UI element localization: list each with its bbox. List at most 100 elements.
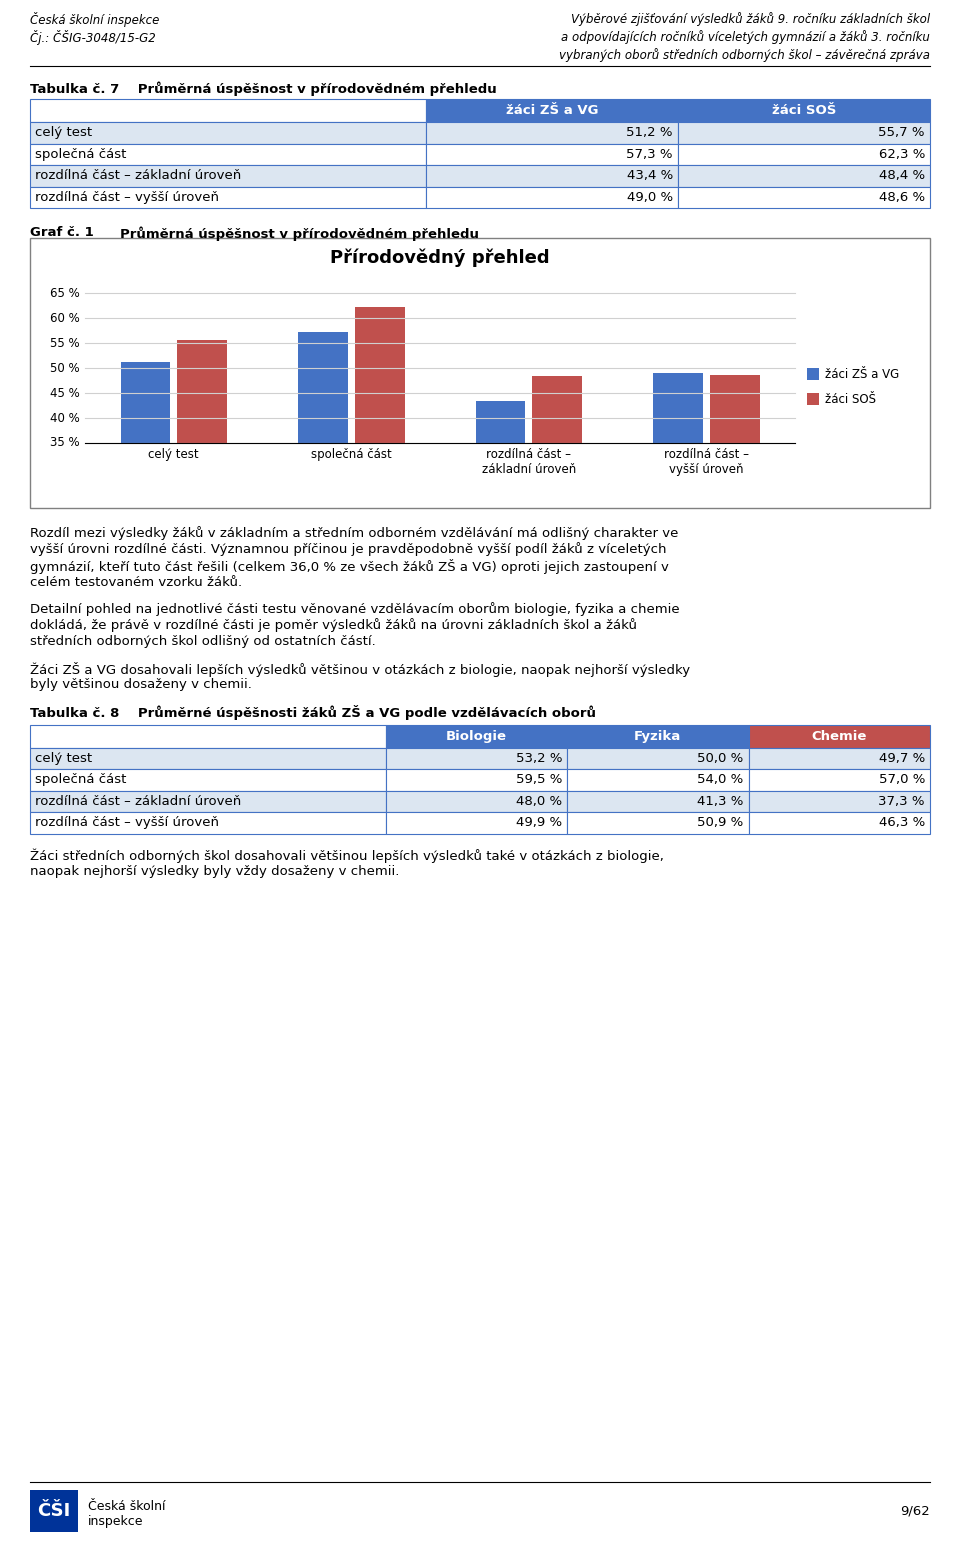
Text: Žáci ZŠ a VG dosahovali lepších výsledků většinou v otázkách z biologie, naopak : Žáci ZŠ a VG dosahovali lepších výsledků… — [30, 662, 690, 676]
Text: 49,0 %: 49,0 % — [627, 190, 673, 204]
Text: rozdílná část – základní úroveň: rozdílná část – základní úroveň — [35, 795, 241, 808]
Bar — [678, 166, 930, 187]
Bar — [567, 724, 749, 747]
Text: 50,9 %: 50,9 % — [697, 817, 743, 829]
Text: 49,7 %: 49,7 % — [878, 752, 925, 764]
Text: celý test: celý test — [35, 127, 92, 139]
Bar — [567, 791, 749, 812]
Text: Výběrové zjišťování výsledků žáků 9. ročníku základních škol: Výběrové zjišťování výsledků žáků 9. roč… — [571, 12, 930, 26]
Text: základní úroveň: základní úroveň — [482, 463, 576, 476]
Bar — [30, 187, 426, 207]
Bar — [386, 769, 567, 791]
Text: Průměrná úspěšnost v přírodovědném přehledu: Průměrná úspěšnost v přírodovědném přehl… — [120, 226, 479, 241]
Text: Rozdíl mezi výsledky žáků v základním a středním odborném vzdělávání má odlišný : Rozdíl mezi výsledky žáků v základním a … — [30, 526, 679, 540]
Text: Česká školní: Česká školní — [88, 1501, 165, 1513]
Text: 35 %: 35 % — [50, 436, 80, 450]
Bar — [678, 122, 930, 144]
Bar — [749, 747, 930, 769]
Text: Tabulka č. 8    Průměrné úspěšnosti žáků ZŠ a VG podle vzdělávacích oborů: Tabulka č. 8 Průměrné úspěšnosti žáků ZŠ… — [30, 704, 596, 719]
Bar — [749, 812, 930, 834]
Text: Fyzika: Fyzika — [635, 730, 682, 743]
Bar — [567, 747, 749, 769]
Text: 65 %: 65 % — [50, 286, 80, 300]
Text: vyšší úroveň: vyšší úroveň — [669, 463, 743, 476]
Text: ČŠI: ČŠI — [37, 1502, 71, 1521]
Bar — [30, 122, 426, 144]
Text: 37,3 %: 37,3 % — [878, 795, 925, 808]
Bar — [653, 373, 703, 442]
Text: společná část: společná část — [311, 449, 392, 461]
Text: rozdílná část –: rozdílná část – — [487, 449, 571, 461]
Text: Graf č. 1: Graf č. 1 — [30, 226, 94, 238]
Bar — [567, 812, 749, 834]
Bar — [807, 368, 819, 381]
Text: 62,3 %: 62,3 % — [878, 149, 925, 161]
Bar — [30, 238, 930, 507]
Text: společná část: společná část — [35, 774, 127, 786]
Text: 49,9 %: 49,9 % — [516, 817, 562, 829]
Bar — [567, 769, 749, 791]
Bar — [709, 374, 759, 442]
Bar — [749, 769, 930, 791]
Bar — [678, 144, 930, 166]
Text: 48,0 %: 48,0 % — [516, 795, 562, 808]
Bar — [532, 376, 582, 442]
Text: Čj.: ČŠIG-3048/15-G2: Čj.: ČŠIG-3048/15-G2 — [30, 29, 156, 45]
Bar — [355, 306, 404, 442]
Bar — [426, 122, 678, 144]
Text: vybraných oborů středních odborných škol – závěrečná zpráva: vybraných oborů středních odborných škol… — [559, 48, 930, 62]
Text: celém testovaném vzorku žáků.: celém testovaném vzorku žáků. — [30, 575, 242, 588]
Text: 45 %: 45 % — [50, 387, 80, 399]
Text: 50,0 %: 50,0 % — [697, 752, 743, 764]
Text: Žáci středních odborných škol dosahovali většinou lepších výsledků také v otázká: Žáci středních odborných škol dosahovali… — [30, 848, 664, 863]
Text: 51,2 %: 51,2 % — [627, 127, 673, 139]
Text: dokládá, že právě v rozdílné části je poměr výsledků žáků na úrovni základních š: dokládá, že právě v rozdílné části je po… — [30, 619, 637, 633]
Text: rozdílná část – vyšší úroveň: rozdílná část – vyšší úroveň — [35, 817, 219, 829]
Text: Biologie: Biologie — [445, 730, 507, 743]
Bar — [121, 362, 170, 442]
Text: Přírodovědný přehled: Přírodovědný přehled — [330, 248, 550, 266]
Bar — [30, 144, 426, 166]
Bar — [426, 144, 678, 166]
Text: celý test: celý test — [35, 752, 92, 764]
Text: žáci SOŠ: žáci SOŠ — [825, 393, 876, 405]
Bar — [386, 791, 567, 812]
Text: 54,0 %: 54,0 % — [697, 774, 743, 786]
Bar — [30, 747, 386, 769]
Text: 41,3 %: 41,3 % — [697, 795, 743, 808]
Text: 53,2 %: 53,2 % — [516, 752, 562, 764]
Text: inspekce: inspekce — [88, 1515, 143, 1528]
Text: 60 %: 60 % — [50, 311, 80, 325]
Text: žáci SOŠ: žáci SOŠ — [772, 104, 836, 118]
Bar — [749, 724, 930, 747]
Bar — [30, 769, 386, 791]
Bar — [426, 99, 678, 122]
Text: rozdílná část – vyšší úroveň: rozdílná část – vyšší úroveň — [35, 190, 219, 204]
Text: gymnázií, kteří tuto část řešili (celkem 36,0 % ze všech žáků ZŠ a VG) oproti je: gymnázií, kteří tuto část řešili (celkem… — [30, 558, 669, 574]
Text: Česká školní inspekce: Česká školní inspekce — [30, 12, 159, 26]
Bar — [807, 393, 819, 405]
Bar — [678, 187, 930, 207]
Text: Detailní pohled na jednotlivé části testu věnované vzdělávacím oborům biologie, : Detailní pohled na jednotlivé části test… — [30, 602, 680, 616]
Text: byly většinou dosaženy v chemii.: byly většinou dosaženy v chemii. — [30, 678, 252, 692]
Bar — [386, 747, 567, 769]
Bar — [749, 791, 930, 812]
Text: společná část: společná část — [35, 149, 127, 161]
Text: žáci ZŠ a VG: žáci ZŠ a VG — [506, 104, 598, 118]
Text: 46,3 %: 46,3 % — [878, 817, 925, 829]
Bar — [475, 401, 525, 442]
Bar — [678, 99, 930, 122]
Text: naopak nejhorší výsledky byly vždy dosaženy v chemii.: naopak nejhorší výsledky byly vždy dosaž… — [30, 865, 399, 879]
Bar — [178, 339, 227, 442]
Bar — [426, 187, 678, 207]
Text: Chemie: Chemie — [811, 730, 867, 743]
Bar — [30, 99, 426, 122]
Text: Tabulka č. 7    Průměrná úspěšnost v přírodovědném přehledu: Tabulka č. 7 Průměrná úspěšnost v přírod… — [30, 80, 496, 96]
Text: celý test: celý test — [149, 449, 199, 461]
Text: rozdílná část – základní úroveň: rozdílná část – základní úroveň — [35, 169, 241, 183]
Text: vyšší úrovni rozdílné části. Významnou příčinou je pravděpodobně vyšší podíl žák: vyšší úrovni rozdílné části. Významnou p… — [30, 543, 666, 557]
Text: 40 %: 40 % — [50, 412, 80, 424]
Bar — [30, 724, 386, 747]
Bar — [426, 166, 678, 187]
Bar — [30, 791, 386, 812]
